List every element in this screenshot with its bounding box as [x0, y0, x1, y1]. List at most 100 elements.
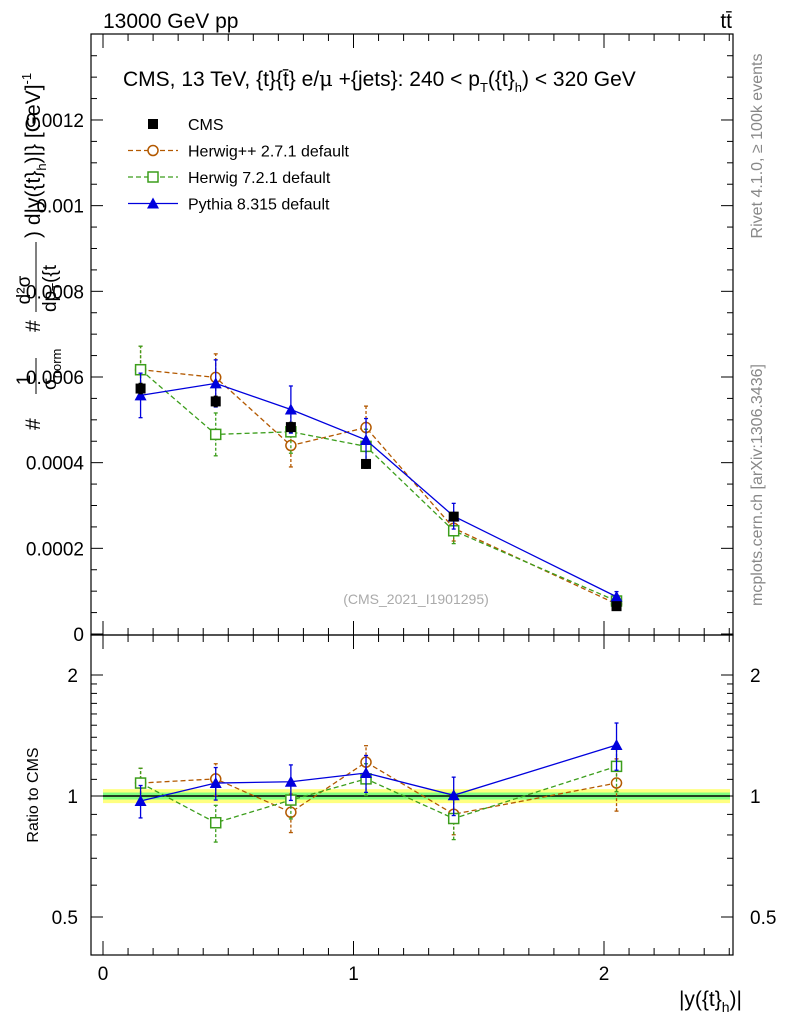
- ratio-ytick-label: 1: [67, 787, 78, 808]
- legend-item-pythia: Pythia 8.315 default: [128, 197, 330, 214]
- header-left: 13000 GeV pp: [103, 10, 238, 33]
- data-point-cms: [285, 422, 296, 433]
- data-point-pythia: [134, 794, 147, 806]
- main-series-layer: [134, 345, 623, 612]
- data-point-cms: [135, 383, 146, 394]
- data-point-pythia: [284, 775, 297, 787]
- ylabel-frac1-den-sub: norm: [49, 349, 64, 379]
- legend-marker-herwig7: [147, 171, 159, 183]
- series-line-herwigpp: [140, 369, 617, 605]
- legend-label-herwigpp: Herwig++ 2.7.1 default: [188, 144, 350, 161]
- data-point-cms: [210, 396, 221, 407]
- ylabel-frac2-num: d²σ: [14, 275, 35, 304]
- main-ytick-label: 0.0008: [26, 282, 84, 303]
- main-y-axis: 0 0.0002 0.0004 0.0006 0.0008 0.001 0.0012: [26, 55, 733, 646]
- legend-item-herwigpp: Herwig++ 2.7.1 default: [128, 144, 350, 161]
- data-point-pythia: [284, 403, 297, 415]
- data-point-herwig7: [209, 428, 222, 441]
- ratio-xtick-label: 2: [599, 964, 610, 985]
- series-line-herwigpp: [140, 761, 617, 815]
- legend-marker-herwigpp: [147, 144, 159, 157]
- data-point-pythia: [360, 433, 373, 445]
- main-ytick-label: 0.001: [36, 197, 84, 218]
- data-point-herwig7: [209, 816, 222, 829]
- ratio-xtick-label: 0: [98, 964, 109, 985]
- title-post: +{jets}: 240 < p: [333, 68, 480, 91]
- data-point-pythia: [209, 377, 222, 389]
- ratio-ytick-label-right: 0.5: [750, 908, 776, 929]
- main-ytick-label: 0: [73, 625, 84, 646]
- data-point-pythia: [447, 789, 460, 801]
- title-pre: CMS, 13 TeV, {t}{: [123, 68, 283, 91]
- main-series-herwigpp: [134, 345, 623, 610]
- ylabel-frac2-den-post: ({t: [40, 264, 61, 283]
- ratio-ytick-label-right: 1: [750, 787, 761, 808]
- data-point-pythia: [134, 389, 147, 401]
- ratio-panel: 0.5 0.5 1 1 2 2 0 1 2 Ratio to CMS |y({t}h)|: [25, 634, 777, 1015]
- mcplots-label: mcplots.cern.ch [arXiv:1306.3436]: [749, 364, 766, 606]
- legend-label-pythia: Pythia 8.315 default: [188, 197, 330, 214]
- series-line-pythia: [140, 744, 617, 802]
- data-point-herwigpp: [610, 777, 623, 789]
- ratio-series-pythia: [134, 722, 623, 819]
- svg-text:#: #: [22, 418, 45, 430]
- data-point-pythia: [610, 590, 623, 602]
- ylabel-hash1: #: [22, 418, 45, 430]
- legend-label-cms: CMS: [188, 117, 224, 134]
- ratio-xlabel: |y({t}h)|: [679, 988, 742, 1015]
- main-x-ticks: [102, 34, 730, 635]
- series-line-pythia: [140, 382, 617, 598]
- main-ytick-label: 0.0004: [26, 454, 85, 475]
- main-series-pythia: [134, 359, 623, 603]
- ylabel-frac2-den: dp: [40, 291, 61, 312]
- main-ytick-label: 0.0006: [26, 368, 84, 389]
- data-point-pythia: [209, 777, 222, 789]
- data-point-cms: [611, 601, 622, 612]
- rivet-label: Rivet 4.1.0, ≥ 100k events: [749, 54, 766, 239]
- title-tpart: ({t}: [488, 68, 515, 91]
- ylabel-frac1-den: σ: [40, 378, 61, 390]
- ylabel-mid: ) d|y({t}: [22, 171, 45, 238]
- title-tbar: t̄: [283, 68, 289, 91]
- ratio-series-layer: [134, 722, 623, 843]
- ratio-xtick-label: 1: [348, 964, 359, 985]
- data-point-cms: [361, 458, 372, 469]
- ratio-ytick-label-right: 2: [750, 666, 761, 687]
- main-series-cms: [135, 382, 622, 612]
- main-panel: 0 0.0002 0.0004 0.0006 0.0008 0.001 0.0012 CMS…: [14, 33, 734, 646]
- svg-text:) d|y({t}h)|} [GeV]-1: ) d|y({t}h)|} [GeV]-1: [19, 73, 49, 238]
- legend-marker-cms: [148, 119, 158, 129]
- title-mid: } e/: [289, 68, 320, 91]
- title-mu: μ: [319, 67, 333, 91]
- ylabel-frac2-den-sub: T: [49, 283, 64, 291]
- title-sub1: T: [480, 80, 488, 95]
- data-point-pythia: [610, 739, 623, 751]
- ratio-y-axis: 0.5 0.5 1 1 2 2: [52, 666, 777, 929]
- ratio-band: [103, 789, 730, 804]
- ratio-ytick-label: 2: [67, 666, 78, 687]
- watermark: (CMS_2021_I1901295): [343, 591, 489, 607]
- ylabel-post: )|} [GeV]: [22, 84, 45, 163]
- ylabel-hash2: #: [22, 320, 45, 332]
- ratio-x-axis: 0 1 2: [98, 635, 730, 985]
- ratio-frame: [90, 634, 734, 956]
- main-ytick-label: 0.0002: [26, 539, 84, 560]
- ylabel-post-sup: -1: [19, 73, 34, 85]
- ratio-ytick-label: 0.5: [52, 908, 78, 929]
- main-ylabel: # 1 σnorm # d²σ dpT({t ) d|y({t}h)|} [Ge…: [14, 73, 64, 430]
- main-title: CMS, 13 TeV, {t}{t̄} e/μ +{jets}: 240 < …: [123, 67, 636, 95]
- legend-item-cms: CMS: [148, 117, 224, 134]
- series-line-herwig7: [140, 765, 617, 824]
- xlabel-post: )|: [730, 988, 742, 1011]
- data-point-cms: [448, 511, 459, 522]
- legend-item-herwig7: Herwig 7.2.1 default: [128, 170, 331, 187]
- title-sub2: h: [515, 80, 522, 95]
- series-line-herwig7: [140, 369, 617, 602]
- data-point-pythia: [360, 766, 373, 778]
- legend: CMS Herwig++ 2.7.1 default Herwig 7.2.1 de…: [128, 117, 350, 214]
- main-ytick-label: 0.0012: [26, 111, 84, 132]
- ylabel-frac1-num: 1: [14, 375, 35, 386]
- legend-label-herwig7: Herwig 7.2.1 default: [188, 170, 331, 187]
- svg-text:σnorm: σnorm: [40, 349, 64, 390]
